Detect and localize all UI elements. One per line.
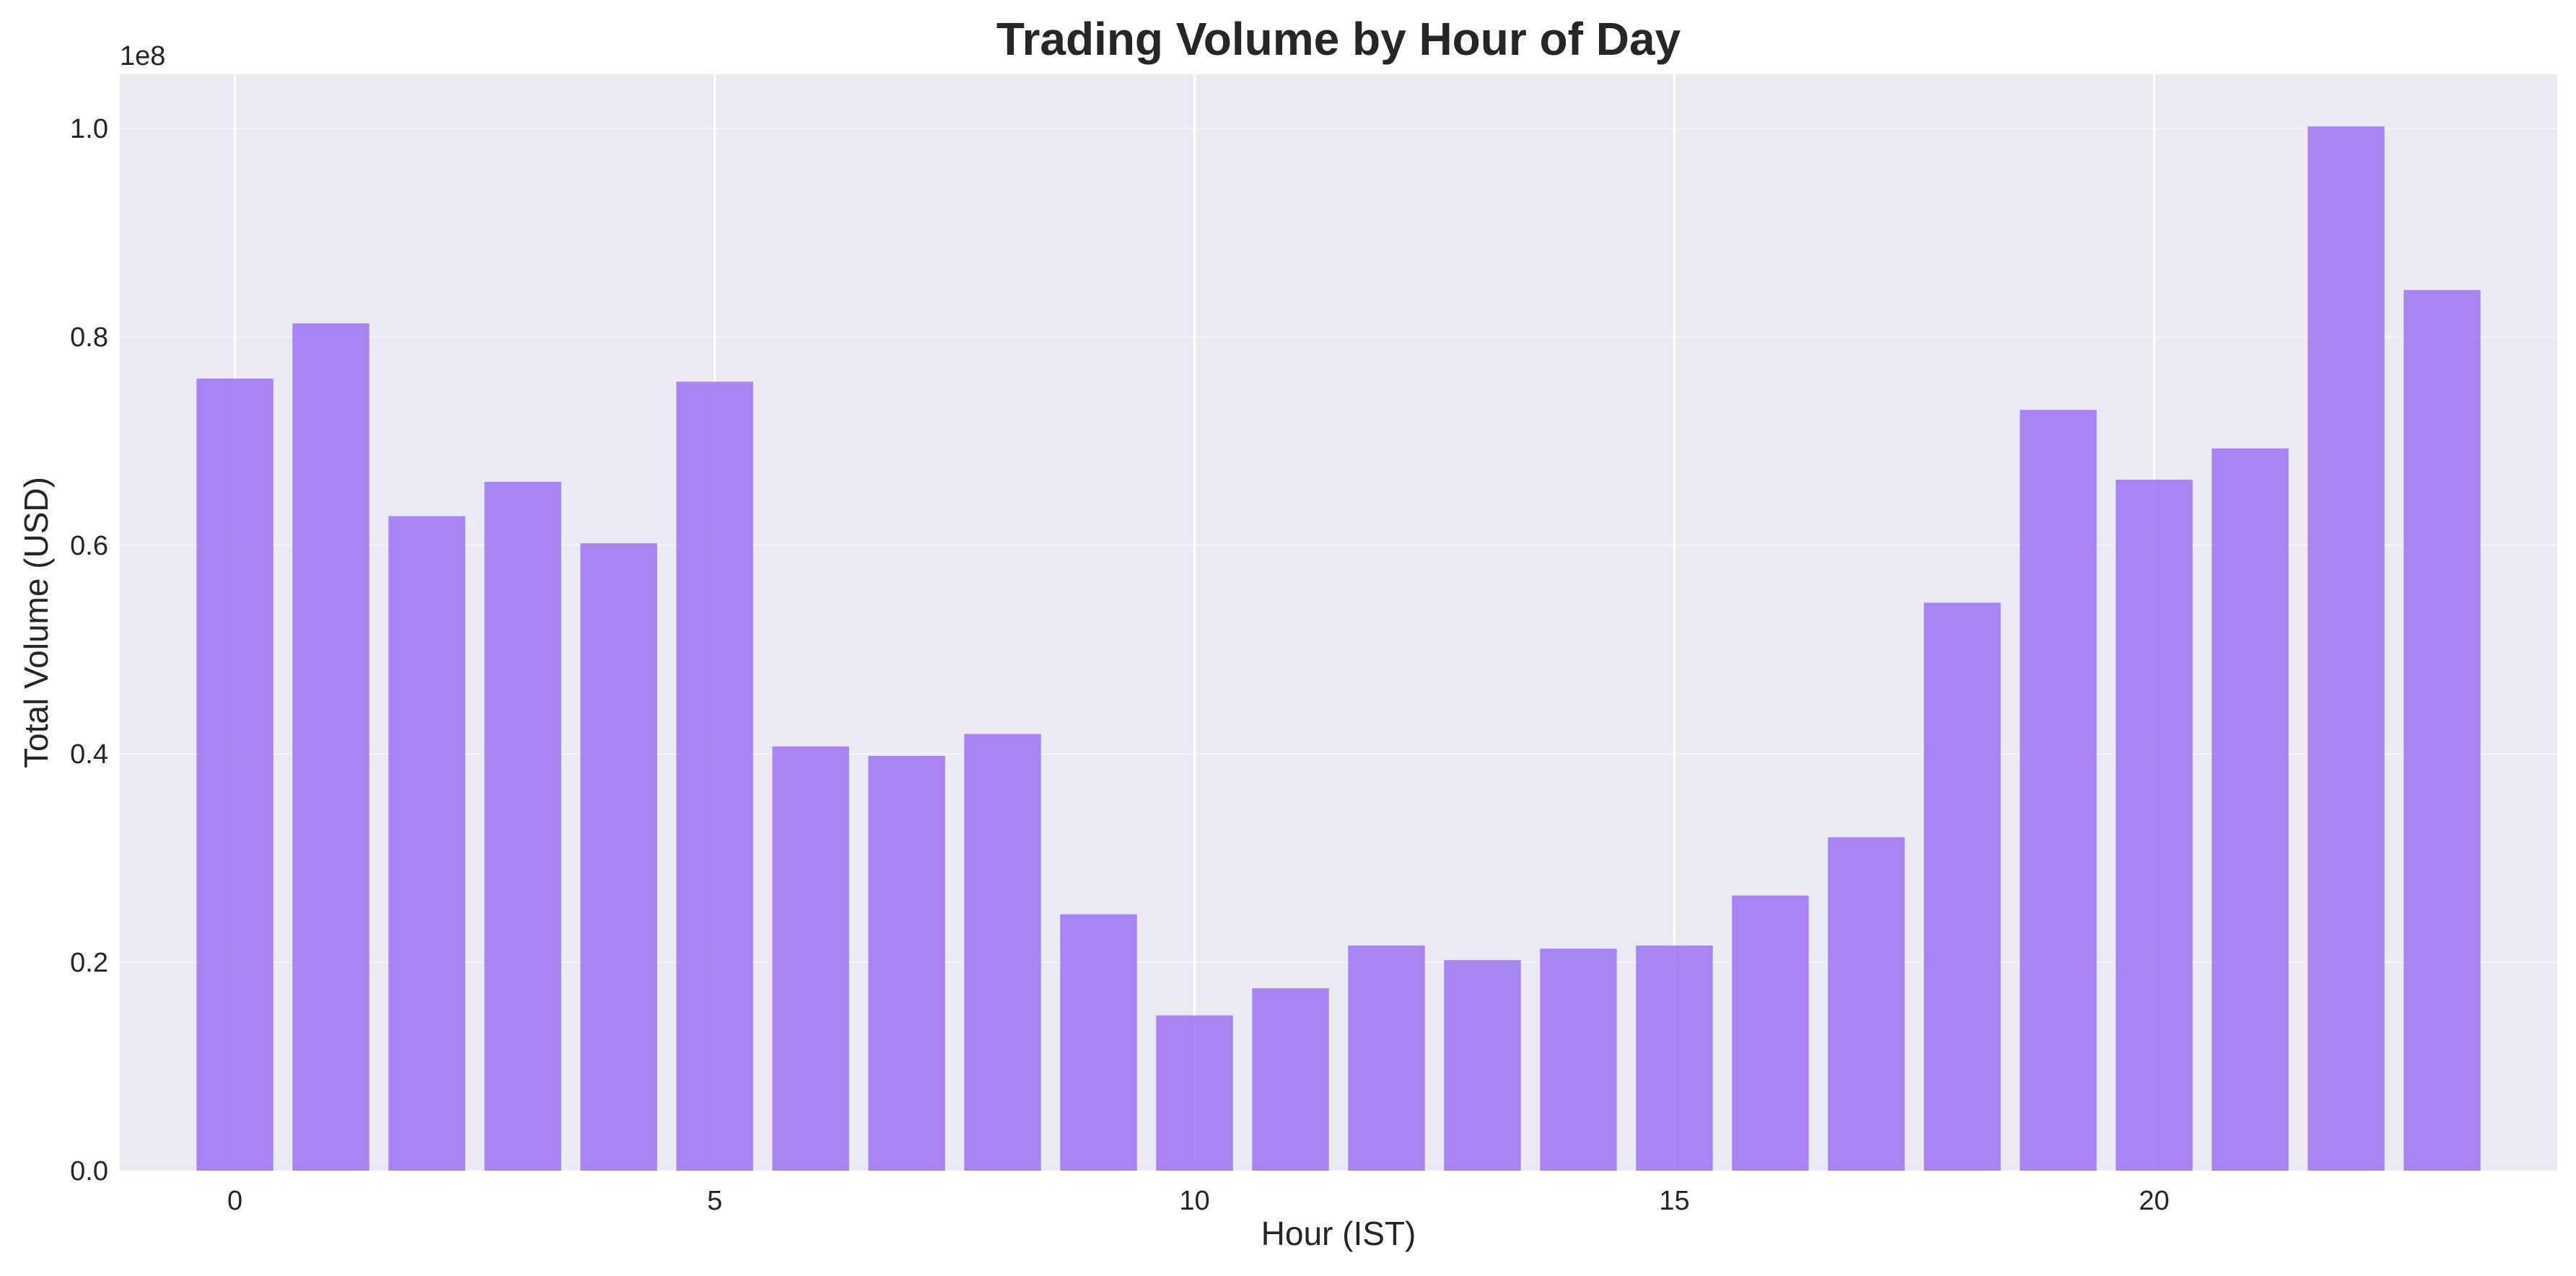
y-tick-label: 1.0 [70,114,108,144]
bar-hour-10 [1156,1015,1233,1171]
y-tick-label: 0.8 [70,322,108,353]
x-tick-label: 15 [1659,1186,1689,1216]
x-tick-label: 0 [227,1186,242,1216]
bar-hour-21 [2212,448,2289,1171]
bar-hour-1 [292,323,369,1171]
y-tick-label: 0.2 [70,948,108,978]
bar-hour-19 [2020,410,2097,1171]
bar-hour-6 [772,746,849,1171]
bar-hour-5 [676,382,753,1171]
bar-hour-0 [196,378,273,1171]
bar-hour-9 [1060,914,1137,1171]
x-tick-label: 5 [707,1186,722,1216]
bar-hour-23 [2404,290,2481,1171]
bar-hour-20 [2116,480,2193,1171]
bar-hour-7 [868,755,945,1171]
y-tick-label: 0.4 [70,739,108,770]
bar-hour-22 [2308,126,2385,1171]
bar-hour-18 [1924,602,2001,1171]
bar-hour-2 [388,516,465,1171]
y-tick-label: 0.0 [70,1156,108,1187]
bar-hour-16 [1732,895,1809,1171]
bar-hour-4 [580,543,657,1171]
bar-hour-12 [1348,945,1425,1171]
x-axis-ticks: 0 5 10 15 20 [227,1186,2170,1216]
y-axis-label: Total Volume (USD) [17,477,55,768]
y-offset-label: 1e8 [120,41,165,71]
bar-hour-3 [484,481,561,1171]
x-tick-label: 20 [2139,1186,2169,1216]
y-axis-ticks: 0.0 0.2 0.4 0.6 0.8 1.0 [70,114,108,1187]
bar-hour-13 [1444,960,1521,1171]
bar-hour-15 [1636,945,1713,1171]
bar-hour-17 [1828,837,1905,1171]
bar-hour-11 [1252,988,1329,1171]
bar-series [196,126,2481,1171]
x-tick-label: 10 [1179,1186,1209,1216]
bar-hour-14 [1540,949,1617,1171]
bar-hour-8 [964,734,1041,1171]
chart-title: Trading Volume by Hour of Day [996,13,1681,65]
y-tick-label: 0.6 [70,531,108,561]
x-axis-label: Hour (IST) [1261,1215,1416,1252]
